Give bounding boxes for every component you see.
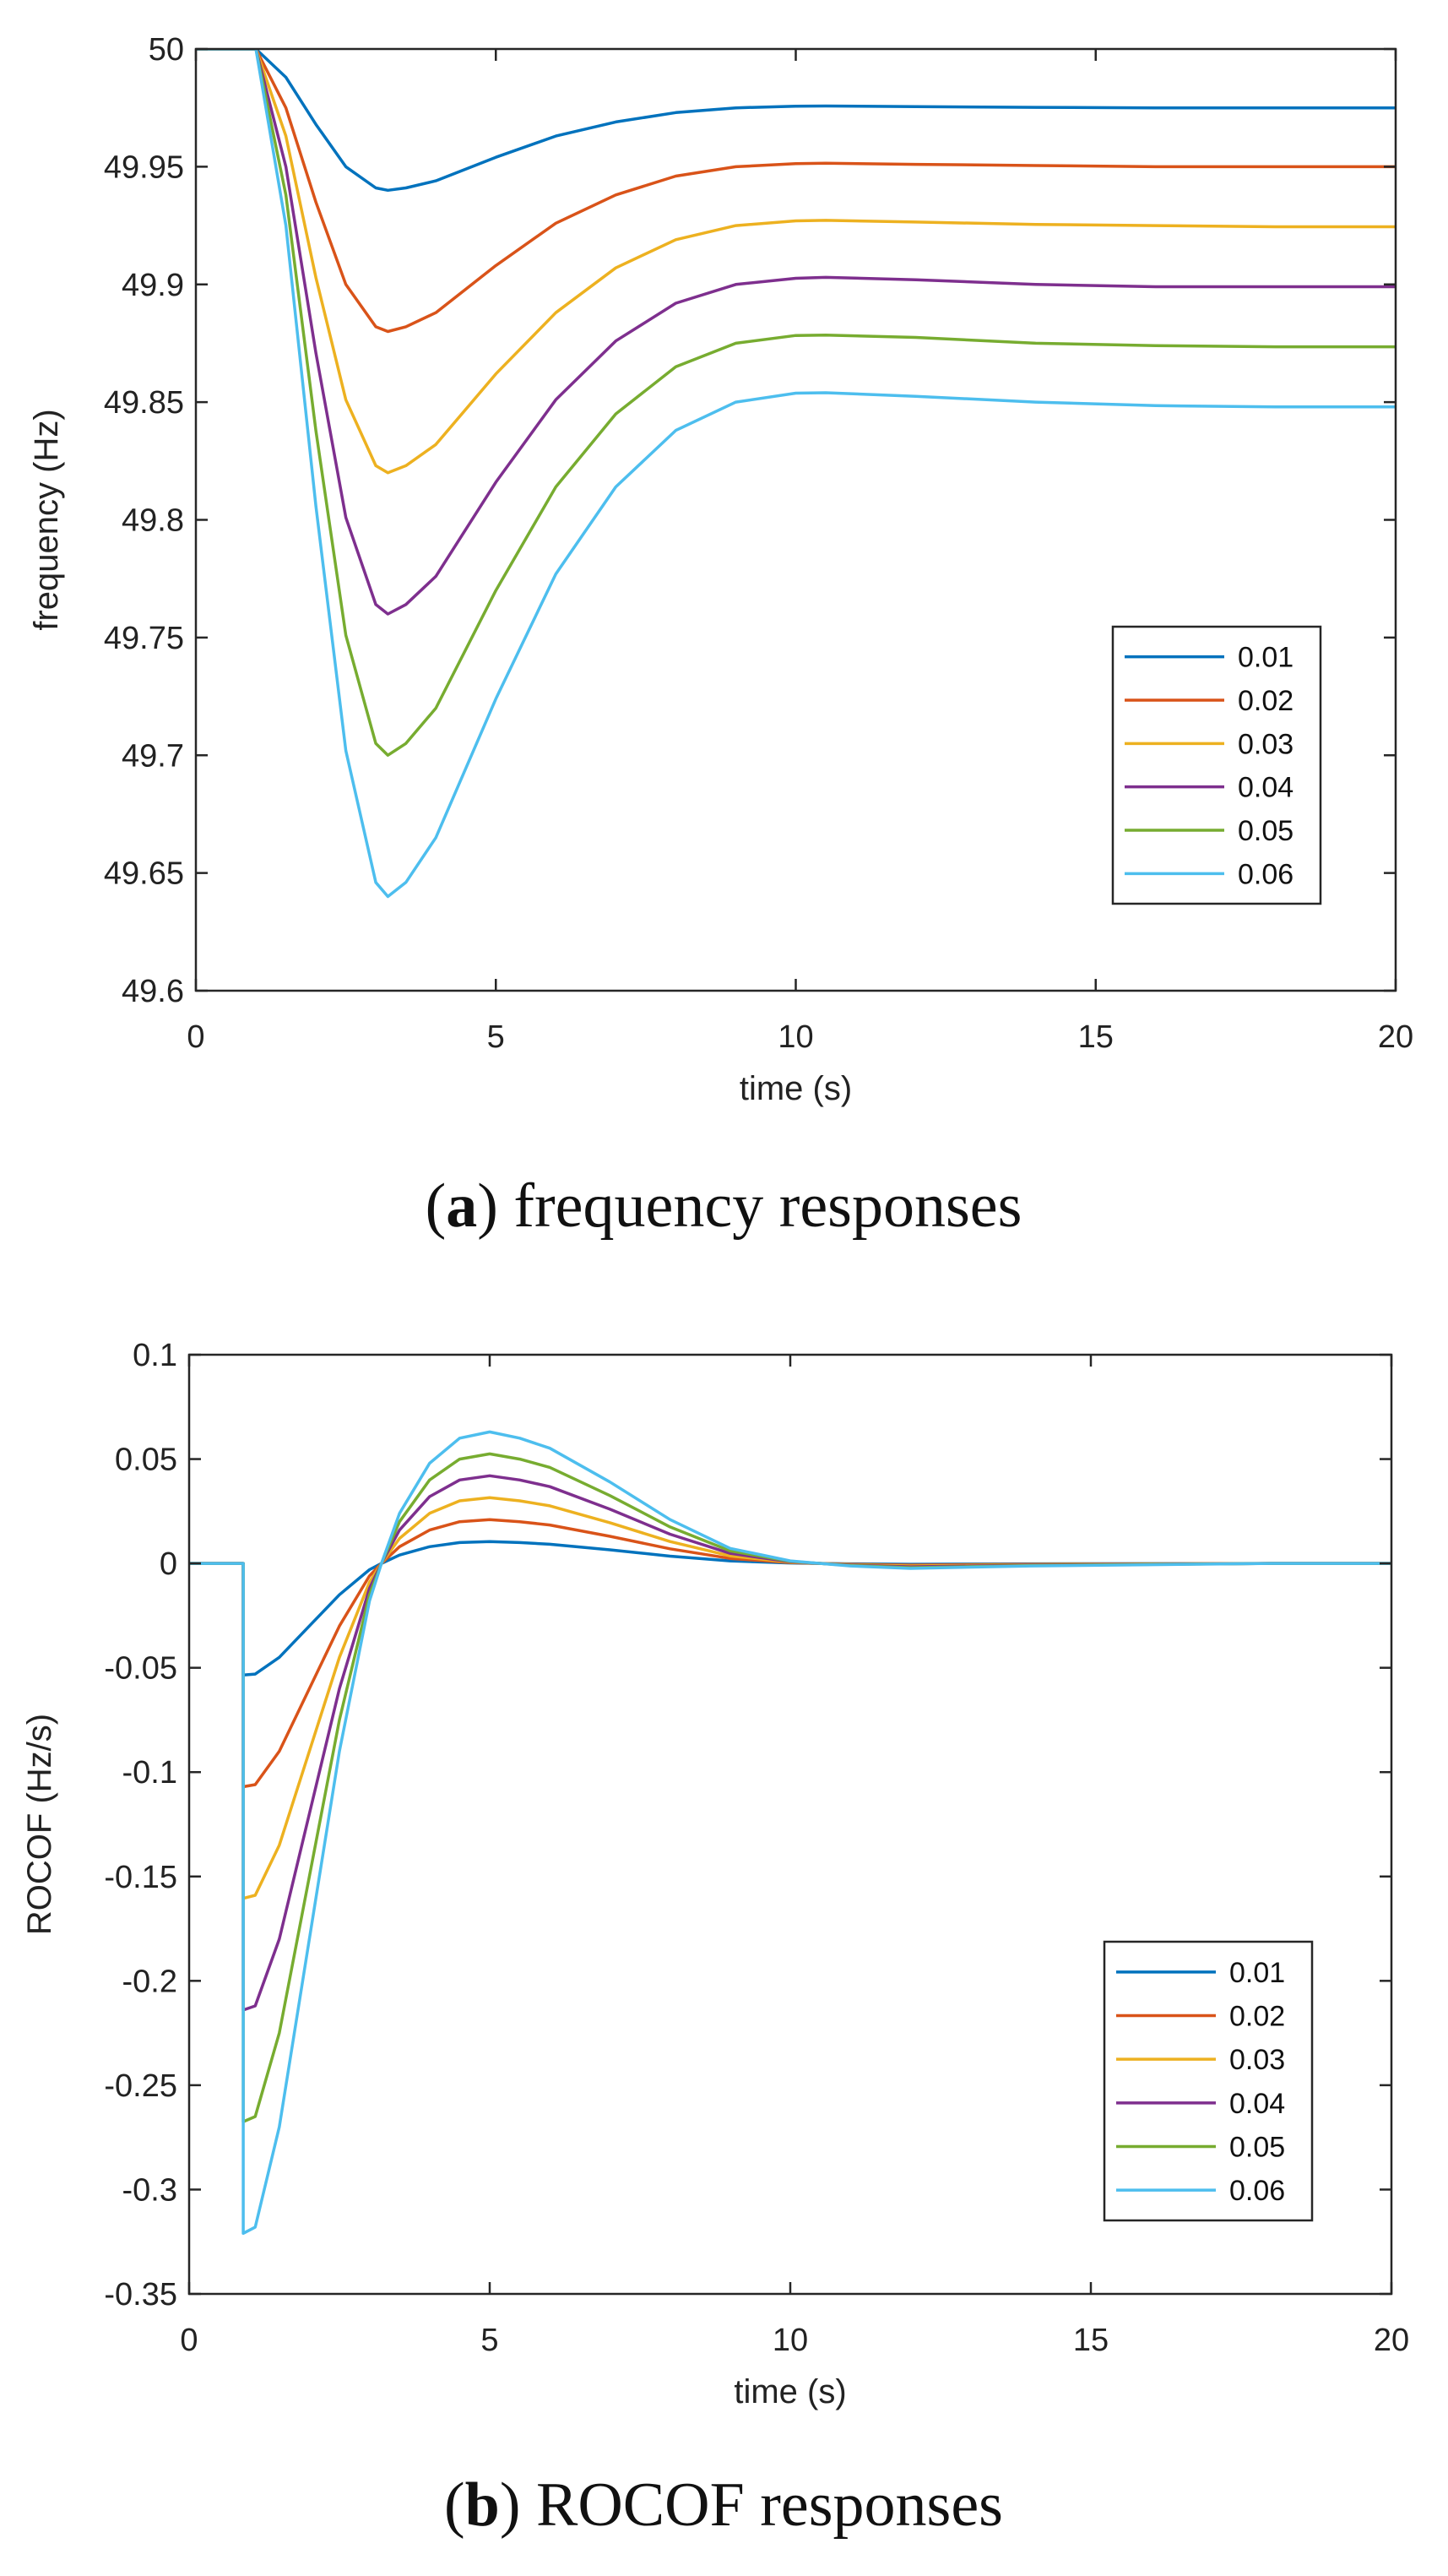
- y-tick-label: -0.35: [104, 2277, 177, 2312]
- y-tick-label: 49.95: [104, 149, 184, 185]
- y-tick-label: 49.8: [122, 503, 184, 539]
- legend-label-0.03: 0.03: [1229, 2044, 1285, 2076]
- y-tick-label: 0.05: [115, 1443, 177, 1478]
- series-line-0.03: [196, 49, 1396, 475]
- y-tick-label: 49.7: [122, 738, 184, 774]
- legend-label-0.06: 0.06: [1229, 2175, 1285, 2207]
- y-tick-label: 49.9: [122, 268, 184, 303]
- y-tick-label: -0.15: [104, 1860, 177, 1895]
- legend-label-0.04: 0.04: [1229, 2088, 1285, 2120]
- y-tick-label: 0: [160, 1546, 177, 1582]
- legend-label-0.02: 0.02: [1238, 685, 1293, 717]
- y-tick-label: 49.75: [104, 621, 184, 656]
- x-axis-label: time (s): [734, 2373, 846, 2410]
- legend-label-0.06: 0.06: [1238, 858, 1293, 890]
- y-tick-label: 49.6: [122, 974, 184, 1009]
- caption-b: (b) ROCOF responses: [444, 2470, 1003, 2540]
- series-line-0.06: [189, 1430, 1391, 2236]
- legend-box: [1103, 1940, 1314, 2222]
- legend-label-0.01: 0.01: [1238, 642, 1293, 674]
- caption-b-text: ROCOF responses: [520, 2470, 1002, 2540]
- legend-box: [1111, 625, 1322, 905]
- x-tick-label: 15: [1078, 1019, 1114, 1055]
- y-tick-label: 49.85: [104, 385, 184, 421]
- y-tick-label: 49.65: [104, 856, 184, 892]
- y-axis-label: frequency (Hz): [28, 409, 65, 630]
- y-axis-label: ROCOF (Hz/s): [21, 1714, 58, 1935]
- legend-label-0.04: 0.04: [1238, 772, 1293, 804]
- chart-panel-a: 0 5 10 15 20 49.6 49.65 49.7 49.75 49.8 49.85 49.9 4…: [28, 32, 1413, 1107]
- y-tick-label: -0.25: [104, 2068, 177, 2104]
- caption-a: (a) frequency responses: [426, 1171, 1022, 1241]
- caption-a-text: frequency responses: [498, 1171, 1022, 1241]
- legend-label-0.03: 0.03: [1238, 728, 1293, 760]
- x-tick-label: 10: [773, 2323, 808, 2358]
- y-tick-label: -0.05: [104, 1651, 177, 1687]
- y-tick-label: -0.2: [122, 1964, 177, 1999]
- x-tick-label: 20: [1378, 1019, 1413, 1055]
- series-group: [189, 1430, 1391, 2236]
- series-group: [196, 49, 1396, 899]
- x-tick-label: 5: [480, 2323, 498, 2358]
- legend: 0.01 0.02 0.03 0.04 0.05 0.06: [1103, 1940, 1314, 2222]
- legend: 0.01 0.02 0.03 0.04 0.05 0.06: [1111, 625, 1322, 905]
- series-line-0.04: [196, 49, 1396, 616]
- x-tick-label: 0: [187, 1019, 204, 1055]
- series-line-0.02: [196, 49, 1396, 334]
- x-tick-label: 5: [487, 1019, 505, 1055]
- chart-panel-b: 0 5 10 15 20 -0.35 -0.3 -0.25 -0.2 -0.15 -0.1 -0.05…: [21, 1338, 1409, 2410]
- legend-label-0.01: 0.01: [1229, 1957, 1285, 1989]
- legend-label-0.02: 0.02: [1229, 2001, 1285, 2033]
- x-tick-label: 15: [1073, 2323, 1109, 2358]
- series-line-0.01: [196, 49, 1396, 193]
- series-line-0.06: [196, 49, 1396, 899]
- caption-a-letter: a: [446, 1171, 477, 1241]
- x-tick-label: 10: [778, 1019, 813, 1055]
- x-axis-label: time (s): [740, 1070, 852, 1107]
- legend-label-0.05: 0.05: [1229, 2132, 1285, 2164]
- caption-b-letter: b: [465, 2470, 500, 2540]
- legend-label-0.05: 0.05: [1238, 815, 1293, 847]
- y-tick-label: 50: [149, 32, 184, 68]
- series-line-0.05: [196, 49, 1396, 757]
- x-tick-label: 0: [180, 2323, 198, 2358]
- x-tick-label: 20: [1374, 2323, 1409, 2358]
- y-tick-label: -0.1: [122, 1755, 177, 1791]
- y-tick-label: -0.3: [122, 2172, 177, 2208]
- y-tick-label: 0.1: [133, 1338, 177, 1373]
